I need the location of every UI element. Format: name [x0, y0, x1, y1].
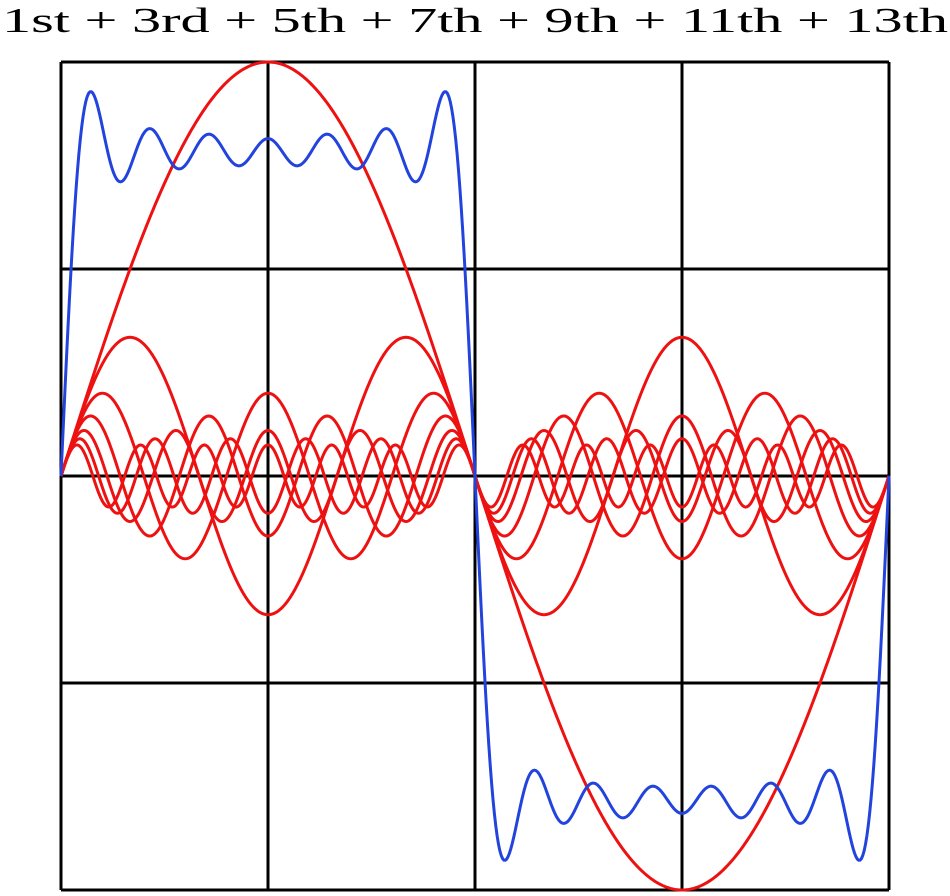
- sum-curve: [59, 90, 891, 862]
- chart-title: 1st + 3rd + 5th + 7th + 9th + 11th + 13t…: [2, 1, 949, 40]
